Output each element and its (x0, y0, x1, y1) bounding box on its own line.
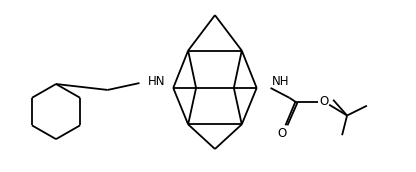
Text: O: O (319, 95, 329, 108)
Text: O: O (277, 127, 286, 140)
Text: NH: NH (272, 75, 289, 88)
Text: HN: HN (147, 75, 165, 88)
